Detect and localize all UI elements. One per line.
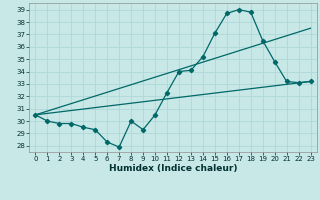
X-axis label: Humidex (Indice chaleur): Humidex (Indice chaleur) [109,164,237,173]
